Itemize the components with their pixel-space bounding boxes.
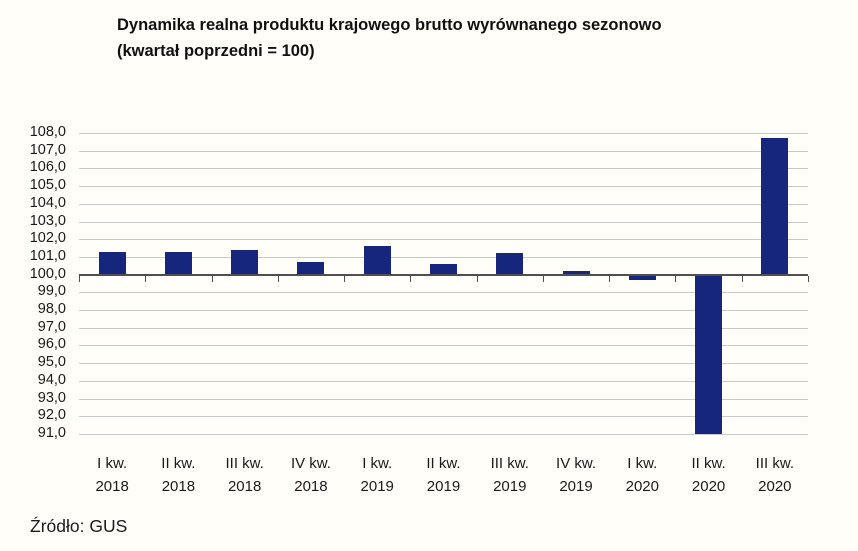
x-axis-category-year: 2019: [426, 478, 461, 495]
gridline: [79, 239, 808, 241]
x-axis-category-year: 2019: [559, 478, 593, 495]
x-axis-category-quarter: IV kw.: [290, 455, 331, 472]
x-axis-baseline: [79, 274, 808, 277]
x-axis-category-quarter: III kw.: [755, 455, 795, 472]
x-axis-tick: [741, 275, 743, 282]
gridline: [79, 433, 808, 435]
y-axis-tick-label: 101,0: [29, 247, 66, 264]
source-note: Źródło: GUS: [30, 516, 128, 536]
x-axis-tick: [344, 275, 346, 282]
y-axis-tick-label: 97,0: [37, 318, 66, 335]
gdp-bar: [496, 253, 524, 275]
y-axis-tick-label: 106,0: [29, 159, 66, 176]
x-axis-category-label: II kw. 2019: [410, 452, 476, 498]
x-axis-category-quarter: I kw.: [97, 455, 128, 472]
y-axis-tick-label: 104,0: [29, 194, 66, 211]
x-axis-category-year: 2020: [691, 478, 726, 495]
chart-title: Dynamika realna produktu krajowego brutt…: [117, 16, 662, 34]
x-axis-category-year: 2019: [493, 478, 527, 495]
gridline: [79, 363, 808, 365]
x-axis-category-year: 2019: [360, 478, 394, 495]
gdp-bar: [562, 271, 590, 275]
gridline: [79, 380, 808, 382]
x-axis-tick: [542, 275, 544, 282]
gridline: [79, 310, 808, 311]
x-axis-category-quarter: IV kw.: [556, 455, 597, 472]
gdp-bar: [98, 251, 126, 275]
x-axis-category-label: III kw. 2019: [477, 452, 543, 498]
x-axis-category-year: 2018: [161, 478, 196, 495]
y-axis-tick-label: 100,0: [29, 265, 66, 282]
x-axis-category-quarter: III kw.: [490, 455, 529, 472]
gridline: [79, 345, 808, 347]
gridline: [79, 150, 808, 152]
y-axis-tick-label: 91,0: [37, 424, 66, 441]
x-axis-tick: [410, 275, 412, 282]
gridline: [79, 256, 808, 258]
gdp-bar: [761, 138, 789, 275]
x-axis-category-label: III kw. 2018: [212, 452, 278, 498]
x-axis-category-label: III kw. 2020: [742, 452, 808, 498]
gdp-bar: [695, 274, 723, 434]
x-axis-category-label: IV kw. 2018: [278, 452, 344, 498]
x-axis-category-quarter: I kw.: [627, 455, 658, 472]
gdp-bar: [363, 246, 391, 275]
y-axis-tick-label: 102,0: [29, 230, 66, 247]
x-axis-category-label: I kw. 2018: [79, 452, 145, 498]
gdp-bar: [430, 263, 457, 275]
y-axis-tick-label: 105,0: [29, 177, 66, 194]
chart-subtitle: (kwartał poprzedni = 100): [117, 42, 315, 60]
x-axis-category-label: II kw. 2018: [145, 452, 211, 498]
x-axis-category-year: 2018: [227, 478, 262, 495]
x-axis-category-quarter: II kw.: [426, 455, 461, 472]
x-axis-category-quarter: II kw.: [161, 455, 196, 472]
x-axis-category-quarter: III kw.: [225, 455, 264, 472]
y-axis-tick-label: 94,0: [37, 371, 66, 388]
gdp-bar: [628, 274, 656, 280]
x-axis-category-label: IV kw. 2019: [543, 452, 609, 498]
x-axis-category-year: 2020: [758, 478, 792, 495]
gdp-bar: [164, 251, 192, 275]
y-axis-tick-label: 98,0: [37, 301, 66, 317]
x-axis-tick: [211, 275, 213, 282]
y-axis-tick-label: 95,0: [37, 354, 66, 371]
x-axis-category-year: 2018: [294, 478, 328, 495]
gridline: [79, 292, 808, 294]
gdp-bar: [231, 249, 259, 275]
x-axis-tick: [79, 275, 80, 282]
x-axis-category-label: II kw. 2020: [675, 452, 741, 498]
y-axis-tick-label: 92,0: [37, 407, 66, 424]
gridline: [79, 327, 808, 329]
y-axis-tick-label: 107,0: [29, 141, 66, 158]
chart-title-block: Dynamika realna produktu krajowego brutt…: [117, 12, 757, 64]
x-axis-category-quarter: I kw.: [362, 455, 393, 472]
gridline: [79, 398, 808, 400]
x-axis-tick: [808, 275, 809, 282]
x-axis-category-year: 2018: [95, 478, 129, 495]
x-axis-category-year: 2020: [625, 478, 659, 495]
x-axis-tick: [476, 275, 478, 282]
x-axis-tick: [675, 275, 677, 282]
x-axis-tick: [277, 275, 279, 282]
y-axis-tick-label: 93,0: [37, 389, 66, 406]
gridline: [79, 416, 808, 418]
gridline: [79, 168, 808, 170]
gridline: [79, 203, 808, 205]
gridline: [79, 221, 808, 223]
x-axis-category-label: I kw. 2019: [344, 452, 410, 498]
y-axis-tick-label: 96,0: [37, 336, 66, 353]
y-axis-tick-label: 108,0: [29, 124, 66, 140]
gdp-bar: [297, 262, 325, 275]
gridline: [79, 186, 808, 188]
y-axis-tick-label: 103,0: [29, 212, 66, 229]
x-axis-category-label: I kw. 2020: [609, 452, 675, 498]
x-axis-tick: [145, 275, 147, 282]
x-axis-tick: [609, 275, 611, 282]
y-axis-tick-label: 99,0: [37, 283, 66, 300]
x-axis-category-quarter: II kw.: [691, 455, 726, 472]
gridline: [79, 133, 808, 134]
